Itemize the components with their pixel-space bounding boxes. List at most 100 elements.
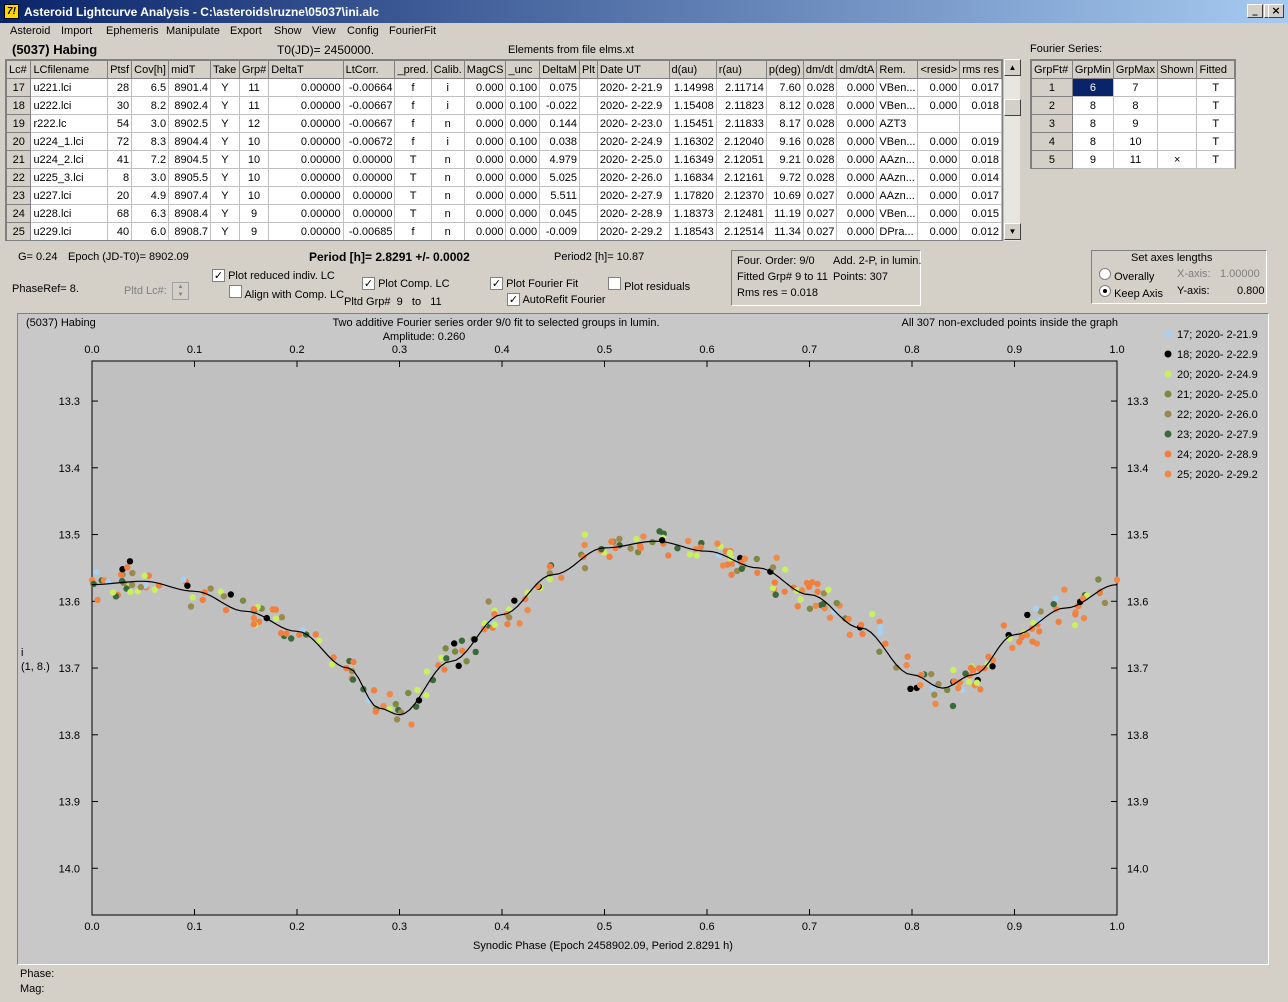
lc-cell[interactable]: 10 (238, 168, 270, 187)
lc-cell[interactable]: 9.16 (765, 132, 804, 151)
lc-cell[interactable]: 0.000 (505, 150, 541, 169)
lc-cell[interactable]: 0.028 (802, 132, 838, 151)
lc-cell[interactable]: u229.lci (30, 222, 109, 240)
lc-cell[interactable]: 2020- 2-25.0 (596, 150, 670, 169)
lc-col-header[interactable]: _unc (505, 60, 541, 79)
lc-cell[interactable]: VBen... (876, 204, 919, 223)
lc-col-header[interactable]: Cov[h] (131, 60, 170, 79)
lc-cell[interactable]: 1.18373 (668, 204, 717, 223)
lc-cell[interactable]: 2.12481 (715, 204, 767, 223)
lc-cell[interactable]: 7.2 (131, 150, 170, 169)
plot-comp-checkbox[interactable]: ✓ Plot Comp. LC (362, 277, 450, 290)
lc-cell[interactable]: 1.15451 (668, 114, 717, 133)
lc-cell[interactable]: 24 (6, 204, 32, 223)
lc-cell[interactable]: 40 (107, 222, 133, 240)
lc-cell[interactable]: 0.00000 (268, 132, 344, 151)
fourier-cell[interactable] (1157, 132, 1198, 151)
lc-cell[interactable]: 72 (107, 132, 133, 151)
fourier-cell[interactable]: 8 (1071, 114, 1114, 133)
table-row[interactable]: 5 9 11 × T (1031, 150, 1235, 169)
fourier-cell[interactable]: 9 (1071, 150, 1114, 169)
lc-cell[interactable]: 0.000 (917, 132, 961, 151)
lc-cell[interactable]: 0.00000 (268, 222, 344, 240)
lc-cell[interactable]: 2020- 2-29.2 (596, 222, 670, 240)
lc-col-header[interactable]: d(au) (668, 60, 717, 79)
lc-cell[interactable]: 30 (107, 96, 133, 115)
fourier-cell[interactable]: 8 (1071, 96, 1114, 115)
lc-cell[interactable]: 0.000 (505, 186, 541, 205)
lc-cell[interactable]: 0.019 (959, 132, 1002, 151)
lc-cell[interactable]: 9.72 (765, 168, 804, 187)
lc-cell[interactable]: 4.9 (131, 186, 170, 205)
lc-col-header[interactable]: r(au) (715, 60, 767, 79)
lc-cell[interactable]: -0.00667 (342, 114, 396, 133)
lc-cell[interactable]: 0.00000 (268, 168, 344, 187)
table-row[interactable]: 25 u229.lci 40 6.0 8908.7 Y 9 0.00000 -0.00685 f n… (6, 222, 1002, 240)
fourier-cell[interactable]: 9 (1112, 114, 1159, 133)
lc-cell[interactable]: 0.00000 (268, 186, 344, 205)
fourier-col-header[interactable]: Shown (1157, 60, 1198, 79)
lc-table-scrollbar[interactable]: ▲ ▼ (1003, 59, 1021, 241)
lc-cell[interactable]: 1.16302 (668, 132, 717, 151)
lc-cell[interactable]: T (394, 204, 432, 223)
lc-cell[interactable] (579, 150, 598, 169)
lc-cell[interactable] (959, 114, 1002, 133)
menu-asteroid[interactable]: Asteroid (10, 25, 51, 37)
lc-cell[interactable]: 0.038 (539, 132, 581, 151)
lc-cell[interactable]: 3.0 (131, 168, 170, 187)
lc-cell[interactable]: 10 (238, 132, 270, 151)
fourier-cell[interactable]: 2 (1031, 96, 1073, 115)
lc-col-header[interactable]: p(deg) (765, 60, 804, 79)
lc-cell[interactable]: 2.12040 (715, 132, 767, 151)
lc-cell[interactable]: 0.000 (917, 222, 961, 240)
lc-cell[interactable]: 0.000 (463, 78, 507, 97)
lc-cell[interactable]: 0.000 (463, 222, 507, 240)
lc-cell[interactable]: Y (210, 96, 240, 115)
lc-cell[interactable]: 2.11823 (715, 96, 767, 115)
lc-cell[interactable]: n (430, 114, 465, 133)
lc-cell[interactable]: 11.19 (765, 204, 804, 223)
fourier-cell[interactable]: T (1196, 114, 1235, 133)
lc-cell[interactable]: 18 (6, 96, 32, 115)
lc-cell[interactable]: 0.028 (802, 96, 838, 115)
lc-cell[interactable]: 0.017 (959, 78, 1002, 97)
table-row[interactable]: 17 u221.lci 28 6.5 8901.4 Y 11 0.00000 -0.00664 f… (6, 78, 1002, 97)
lc-cell[interactable]: 0.000 (463, 96, 507, 115)
lc-cell[interactable]: i (430, 132, 465, 151)
lc-cell[interactable]: 20 (107, 186, 133, 205)
lc-col-header[interactable]: Plt (579, 60, 598, 79)
fourier-cell[interactable]: × (1157, 150, 1198, 169)
fourier-cell[interactable]: 8 (1071, 132, 1114, 151)
lc-cell[interactable]: 2.12514 (715, 222, 767, 240)
lc-cell[interactable]: 2020- 2-23.0 (596, 114, 670, 133)
lc-cell[interactable]: 1.18543 (668, 222, 717, 240)
lc-cell[interactable]: AAzn... (876, 168, 919, 187)
lc-cell[interactable]: 0.000 (836, 96, 878, 115)
lc-cell[interactable]: 8905.5 (168, 168, 211, 187)
lc-cell[interactable] (579, 78, 598, 97)
lc-cell[interactable]: 8.17 (765, 114, 804, 133)
lc-cell[interactable]: 11 (238, 96, 270, 115)
lc-cell[interactable]: Y (210, 150, 240, 169)
lc-cell[interactable]: 0.000 (917, 96, 961, 115)
lc-cell[interactable]: 1.16349 (668, 150, 717, 169)
fourier-col-header[interactable]: Fitted (1196, 60, 1235, 79)
lc-cell[interactable]: 0.100 (505, 78, 541, 97)
fourier-col-header[interactable]: GrpMax (1112, 60, 1159, 79)
lc-cell[interactable] (579, 204, 598, 223)
lc-cell[interactable] (579, 186, 598, 205)
fourier-cell[interactable]: T (1196, 78, 1235, 97)
menu-import[interactable]: Import (61, 25, 93, 37)
fourier-cell[interactable]: 10 (1112, 132, 1159, 151)
lc-col-header[interactable]: Ptsf (107, 60, 133, 79)
lc-cell[interactable]: 8902.5 (168, 114, 211, 133)
lc-cell[interactable]: f (394, 78, 432, 97)
lc-cell[interactable]: f (394, 222, 432, 240)
lc-cell[interactable]: 10 (238, 186, 270, 205)
plot-resid-checkbox[interactable]: Plot residuals (608, 277, 690, 293)
lc-cell[interactable]: 0.028 (802, 150, 838, 169)
lc-cell[interactable]: u227.lci (30, 186, 109, 205)
lc-cell[interactable]: 12 (238, 114, 270, 133)
lc-cell[interactable]: f (394, 96, 432, 115)
